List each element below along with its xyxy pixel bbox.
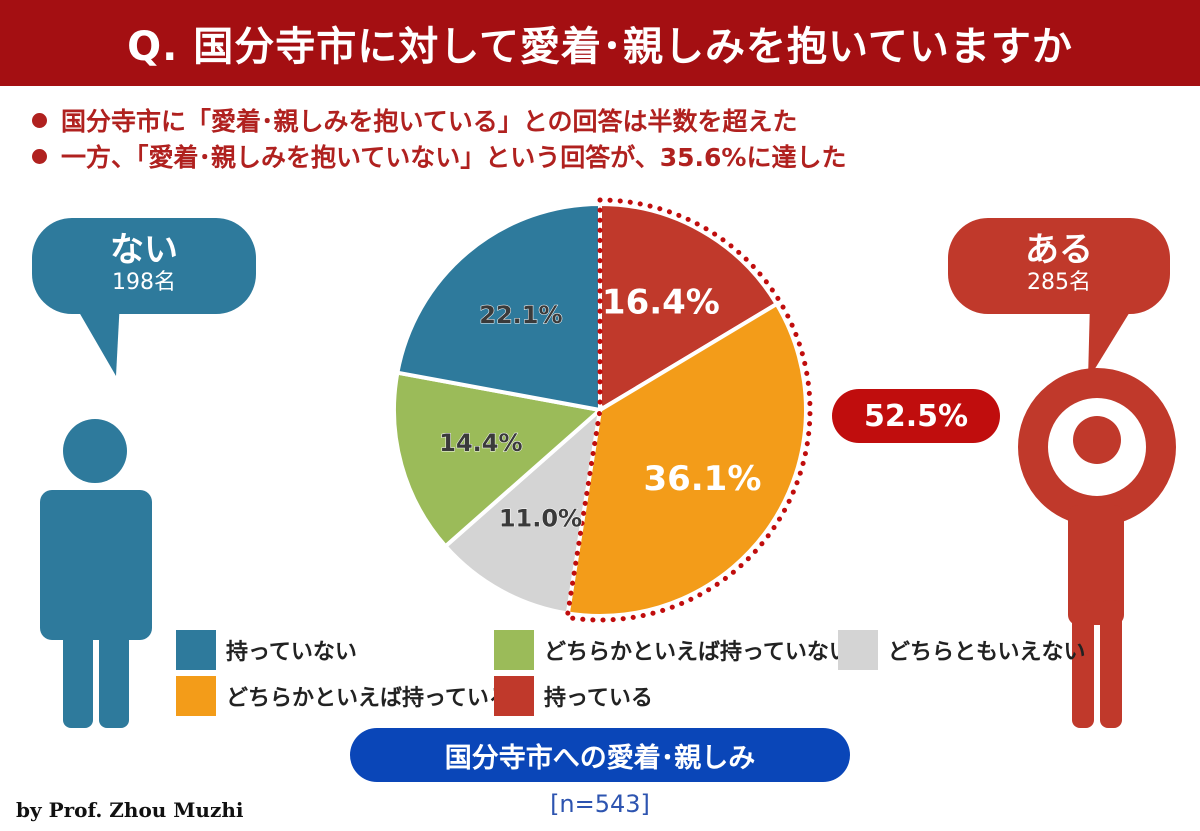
combined-percent-badge: 52.5%: [832, 389, 1000, 443]
combined-percent-text: 52.5%: [863, 398, 969, 434]
bubble-label: ある: [1025, 230, 1093, 270]
pie-slice-label: 36.1%: [643, 459, 761, 499]
category-pill-label: 国分寺市への愛着･親しみ: [444, 742, 756, 774]
pie-slice: [598, 201, 780, 414]
bullet-text: 一方、「愛着･親しみを抱いていない」という回答が、35.6%に達した: [61, 143, 847, 172]
pie-slice-label: 11.0%: [499, 504, 582, 532]
pie-slice-label: 16.4%: [602, 282, 720, 322]
bubble-count: 285名: [1027, 270, 1091, 295]
pie-slice-label: 22.1%: [479, 301, 562, 329]
bubble-count: 198名: [112, 270, 176, 295]
bullet-list: 国分寺市に「愛着･親しみを抱いている」との回答は半数を超えた 一方、「愛着･親し…: [32, 102, 846, 174]
page-title: Q. 国分寺市に対して愛着･親しみを抱いていますか: [127, 24, 1073, 70]
bullet-item: 国分寺市に「愛着･親しみを抱いている」との回答は半数を超えた: [32, 102, 846, 138]
legend-label: どちらかといえば持っていない: [544, 640, 851, 665]
legend-item: 持っていない: [176, 630, 357, 670]
pie-slice: [442, 404, 603, 616]
speech-tail-aru-icon: [1088, 302, 1136, 380]
legend: 持っていない どちらかといえば持っていない どちらともいえない どちらかといえば…: [176, 630, 1086, 720]
sample-size-label: [n=543]: [550, 790, 650, 818]
legend-swatch: [494, 676, 534, 716]
person-standing-icon: [40, 419, 152, 728]
legend-item: どちらともいえない: [838, 630, 1086, 670]
legend-label: どちらともいえない: [888, 640, 1086, 665]
legend-swatch: [176, 630, 216, 670]
speech-tail-nai-icon: [72, 300, 120, 376]
category-pill: 国分寺市への愛着･親しみ: [350, 728, 850, 782]
legend-item: どちらかといえば持っている: [176, 676, 511, 716]
bullet-text: 国分寺市に「愛着･親しみを抱いている」との回答は半数を超えた: [61, 107, 798, 136]
person-cheering-icon: [1018, 368, 1176, 728]
author-credit: by Prof. Zhou Muzhi: [16, 798, 244, 822]
legend-swatch: [838, 630, 878, 670]
speech-bubble-aru: ある 285名: [948, 218, 1170, 314]
legend-swatch: [176, 676, 216, 716]
legend-label: 持っていない: [226, 640, 357, 665]
pie-chart: 16.4% 36.1% 11.0% 14.4% 22.1%: [392, 197, 813, 623]
title-banner: Q. 国分寺市に対して愛着･親しみを抱いていますか: [0, 0, 1200, 86]
bullet-dot-icon: [32, 112, 47, 128]
legend-swatch: [494, 630, 534, 670]
pie-slice-label: 14.4%: [439, 429, 522, 457]
legend-item: どちらかといえば持っていない: [494, 630, 851, 670]
highlight-dotted-outline: [564, 197, 813, 623]
pie-slices: [392, 201, 808, 618]
bullet-item: 一方、「愛着･親しみを抱いていない」という回答が、35.6%に達した: [32, 138, 846, 174]
pie-labels: 16.4% 36.1% 11.0% 14.4% 22.1%: [439, 282, 762, 532]
legend-label: どちらかといえば持っている: [226, 686, 511, 711]
pie-slice: [392, 370, 605, 550]
legend-item: 持っている: [494, 676, 653, 716]
legend-label: 持っている: [544, 686, 653, 711]
speech-bubble-nai: ない 198名: [32, 218, 256, 314]
pie-slice: [565, 301, 808, 618]
pie-slice: [395, 201, 602, 413]
bullet-dot-icon: [32, 148, 47, 164]
bubble-label: ない: [110, 230, 178, 270]
